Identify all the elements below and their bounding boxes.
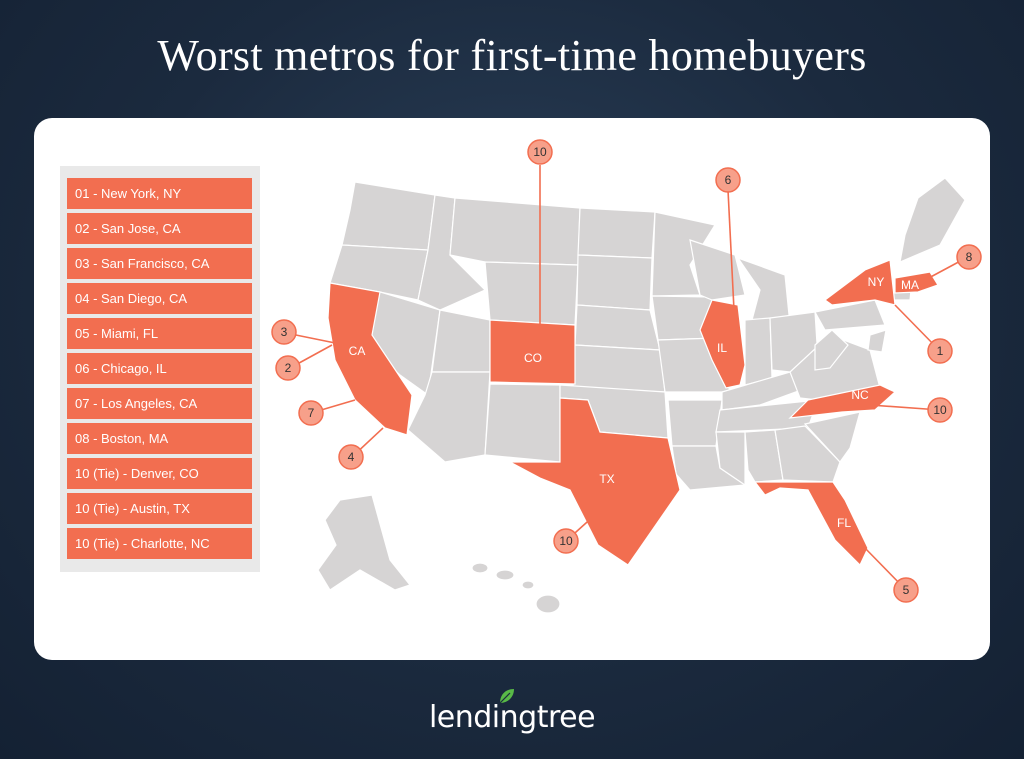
state-co <box>489 319 576 385</box>
label-il: IL <box>717 341 727 355</box>
state-ca <box>327 282 413 436</box>
list-item: 10 (Tie) - Denver, CO <box>67 458 252 489</box>
lendingtree-logo: lendingtree <box>428 700 596 735</box>
list-item: 06 - Chicago, IL <box>67 353 252 384</box>
svg-text:7: 7 <box>308 406 315 420</box>
label-ny: NY <box>868 275 885 289</box>
list-item: 04 - San Diego, CA <box>67 283 252 314</box>
list-item: 05 - Miami, FL <box>67 318 252 349</box>
base-states <box>317 177 966 614</box>
list-item: 10 (Tie) - Austin, TX <box>67 493 252 524</box>
marker-co: 10 <box>527 139 553 165</box>
label-tx: TX <box>599 472 614 486</box>
marker-nc: 10 <box>927 397 953 423</box>
marker-il: 6 <box>715 167 741 193</box>
svg-text:10: 10 <box>533 145 547 159</box>
list-item: 02 - San Jose, CA <box>67 213 252 244</box>
marker-ca-la: 7 <box>298 400 324 426</box>
state-ny <box>823 259 896 306</box>
marker-ca-sf: 3 <box>271 319 297 345</box>
marker-tx: 10 <box>553 528 579 554</box>
marker-ca-sd: 4 <box>338 444 364 470</box>
list-item: 01 - New York, NY <box>67 178 252 209</box>
list-item: 08 - Boston, MA <box>67 423 252 454</box>
state-nc <box>788 384 897 419</box>
state-tx <box>509 397 681 566</box>
label-ca: CA <box>349 344 366 358</box>
svg-text:4: 4 <box>348 450 355 464</box>
leaf-icon <box>499 689 514 704</box>
svg-text:5: 5 <box>903 583 910 597</box>
label-co: CO <box>524 351 542 365</box>
list-item: 07 - Los Angeles, CA <box>67 388 252 419</box>
marker-ny: 1 <box>927 338 953 364</box>
svg-text:8: 8 <box>966 250 973 264</box>
svg-text:1: 1 <box>937 344 944 358</box>
ranking-list: 01 - New York, NY 02 - San Jose, CA 03 -… <box>60 166 260 572</box>
svg-text:10: 10 <box>933 403 947 417</box>
state-fl <box>753 481 869 567</box>
page-title: Worst metros for first-time homebuyers <box>157 31 867 80</box>
svg-text:6: 6 <box>725 173 732 187</box>
marker-ma: 8 <box>956 244 982 270</box>
state-ma <box>894 271 939 294</box>
list-item: 03 - San Francisco, CA <box>67 248 252 279</box>
svg-text:10: 10 <box>559 534 573 548</box>
marker-ca-sj: 2 <box>275 355 301 381</box>
svg-text:2: 2 <box>285 361 292 375</box>
label-nc: NC <box>851 388 869 402</box>
list-item: 10 (Tie) - Charlotte, NC <box>67 528 252 559</box>
label-ma: MA <box>901 278 919 292</box>
svg-text:3: 3 <box>281 325 288 339</box>
label-fl: FL <box>837 516 851 530</box>
state-il <box>699 299 746 389</box>
marker-fl: 5 <box>893 577 919 603</box>
